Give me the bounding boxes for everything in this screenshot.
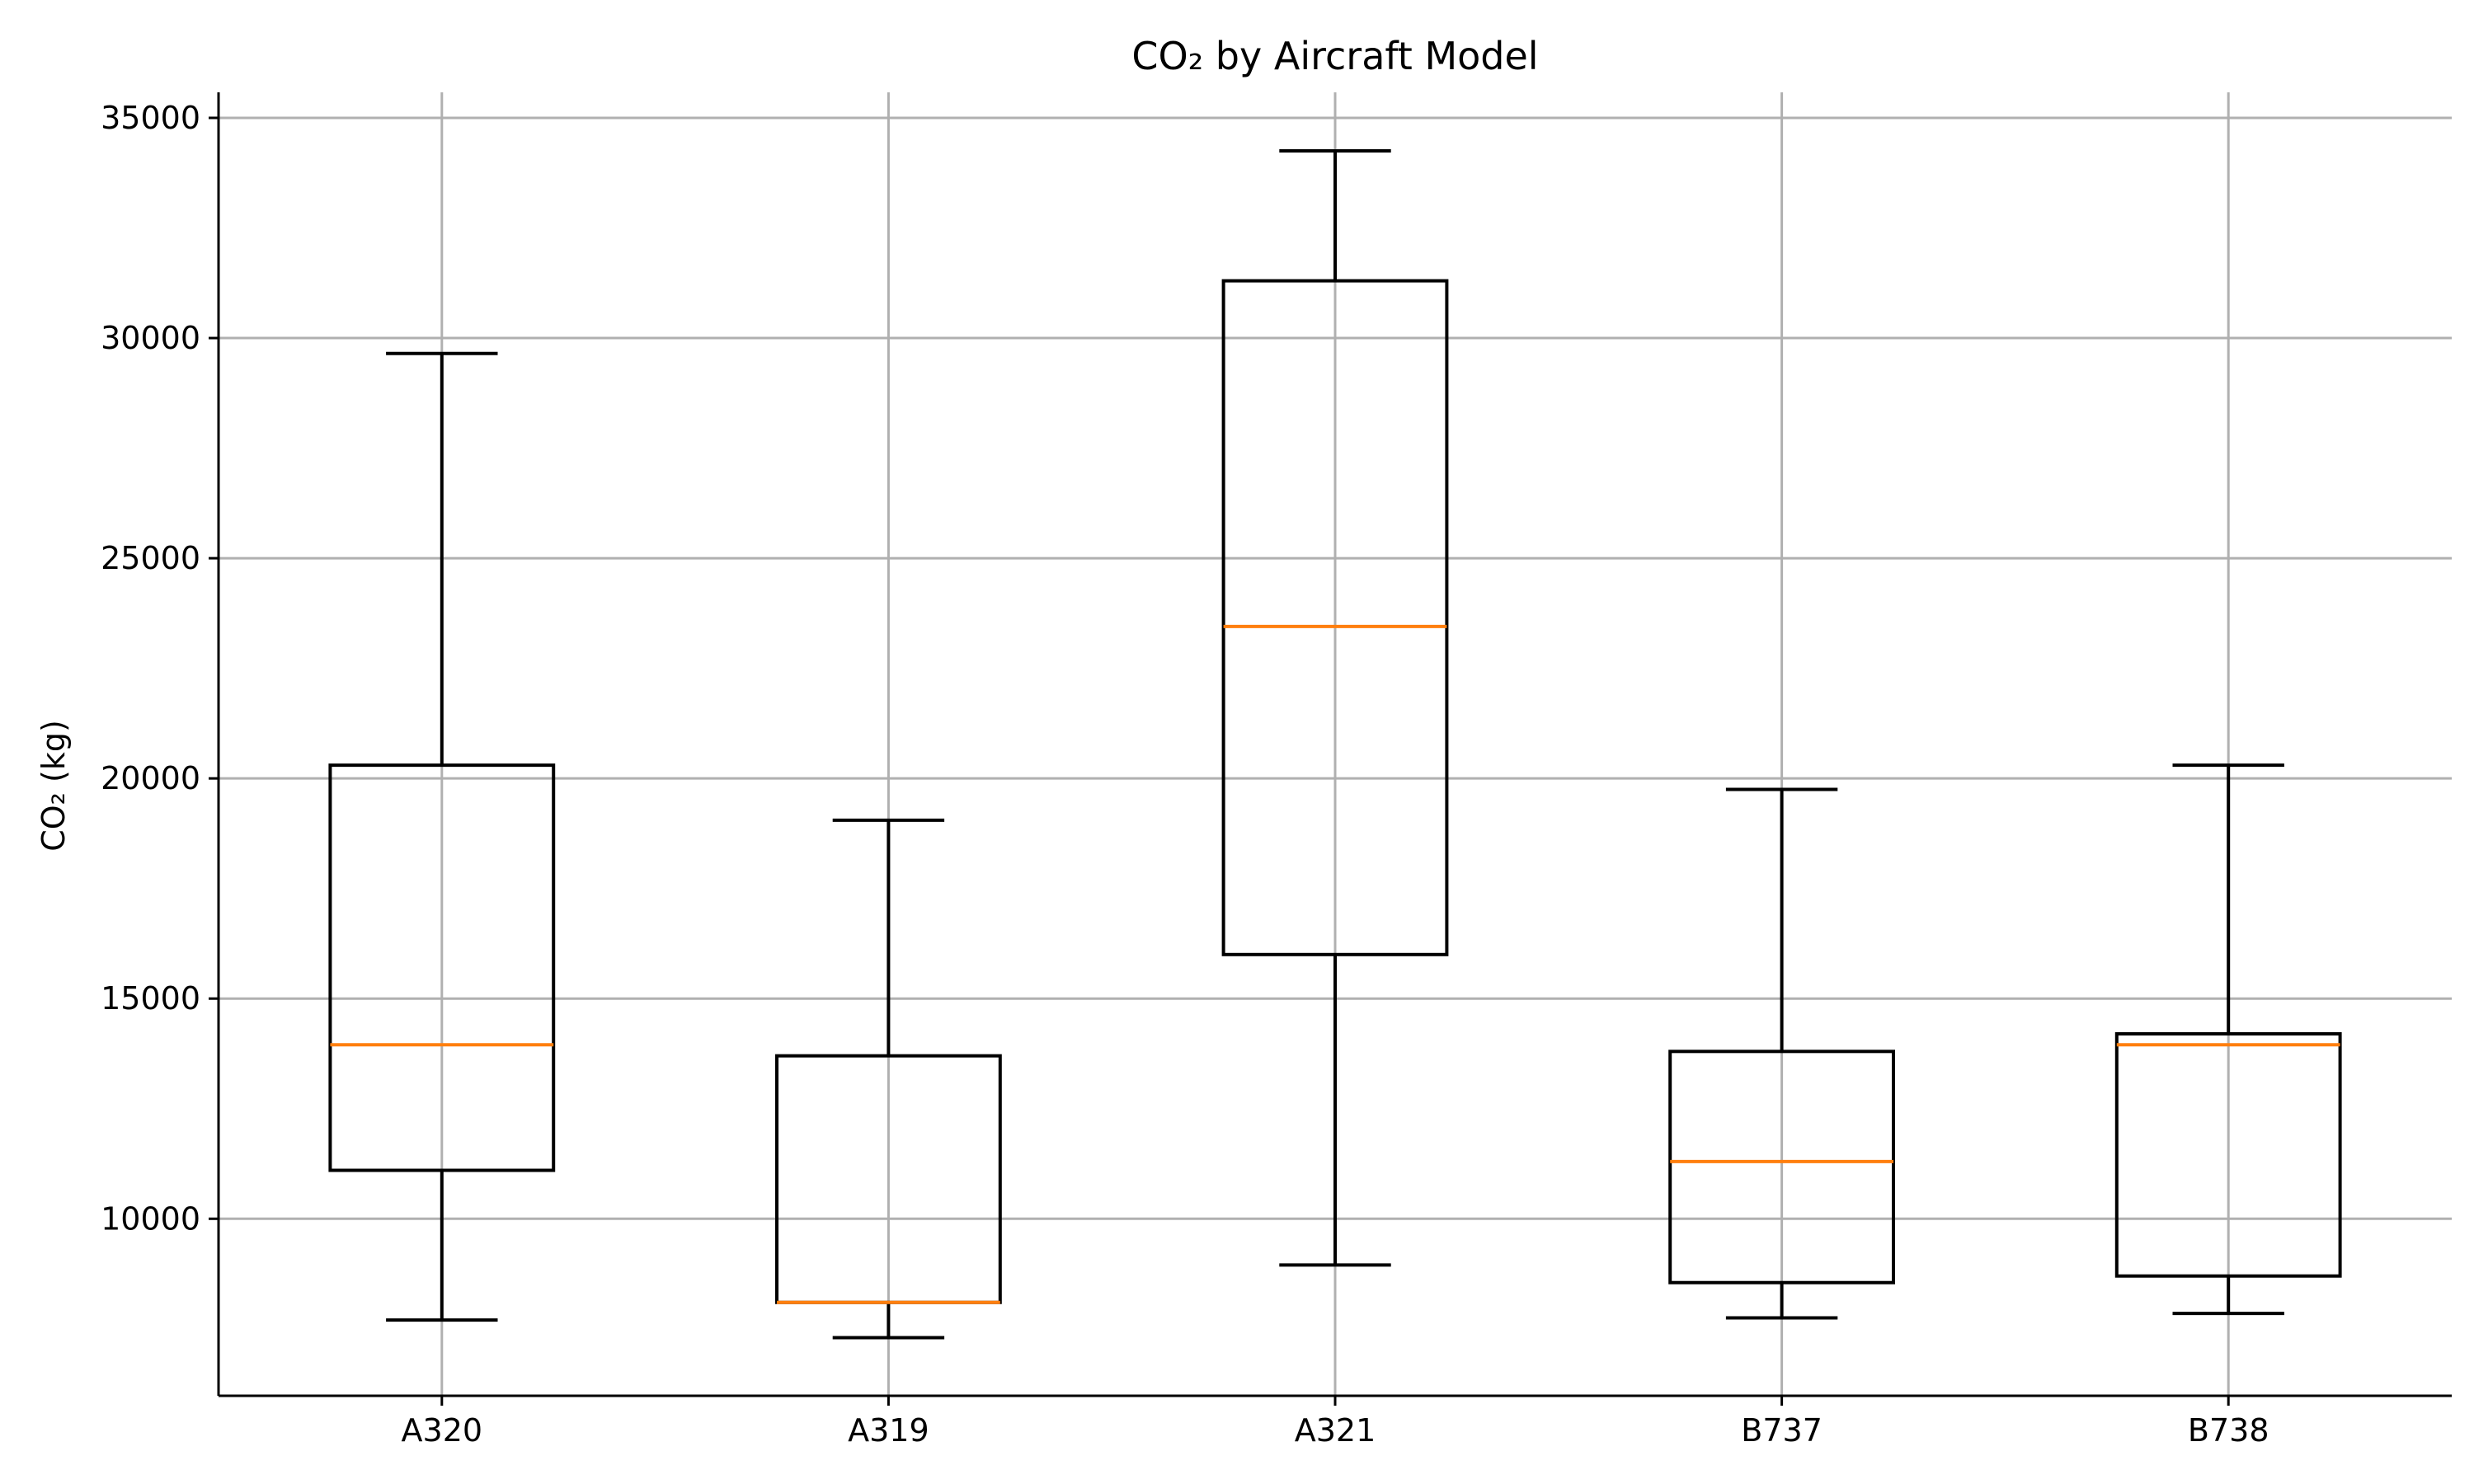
x-tick-label: A320 [402, 1412, 483, 1449]
x-tick-label: A321 [1295, 1412, 1376, 1449]
boxes [328, 149, 2342, 1340]
iqr-box [1668, 1050, 1895, 1284]
grid [219, 92, 2452, 1396]
y-tick-label: 25000 [101, 540, 200, 576]
x-tick-label: B737 [1741, 1412, 1823, 1449]
y-tick-label: 30000 [101, 320, 200, 356]
box-a321 [1221, 149, 1449, 1267]
y-tick-label: 15000 [101, 980, 200, 1017]
chart-title: CO₂ by Aircraft Model [1131, 34, 1538, 78]
x-tick-label: B738 [2188, 1412, 2269, 1449]
box-b737 [1668, 787, 1895, 1320]
y-axis-label: CO₂ (kg) [35, 720, 72, 852]
ticks: 10000 15000 20000 25000 30000 35000 A320 A319 A3… [101, 100, 2269, 1449]
box-b738 [2114, 763, 2342, 1316]
box-a319 [775, 818, 1002, 1340]
y-tick-label: 35000 [101, 100, 200, 136]
box-a320 [328, 351, 556, 1322]
x-tick-label: A319 [848, 1412, 929, 1449]
iqr-box [1221, 279, 1449, 956]
iqr-box [328, 763, 556, 1172]
y-tick-label: 10000 [101, 1200, 200, 1237]
y-tick-label: 20000 [101, 760, 200, 796]
iqr-box [2114, 1031, 2342, 1278]
